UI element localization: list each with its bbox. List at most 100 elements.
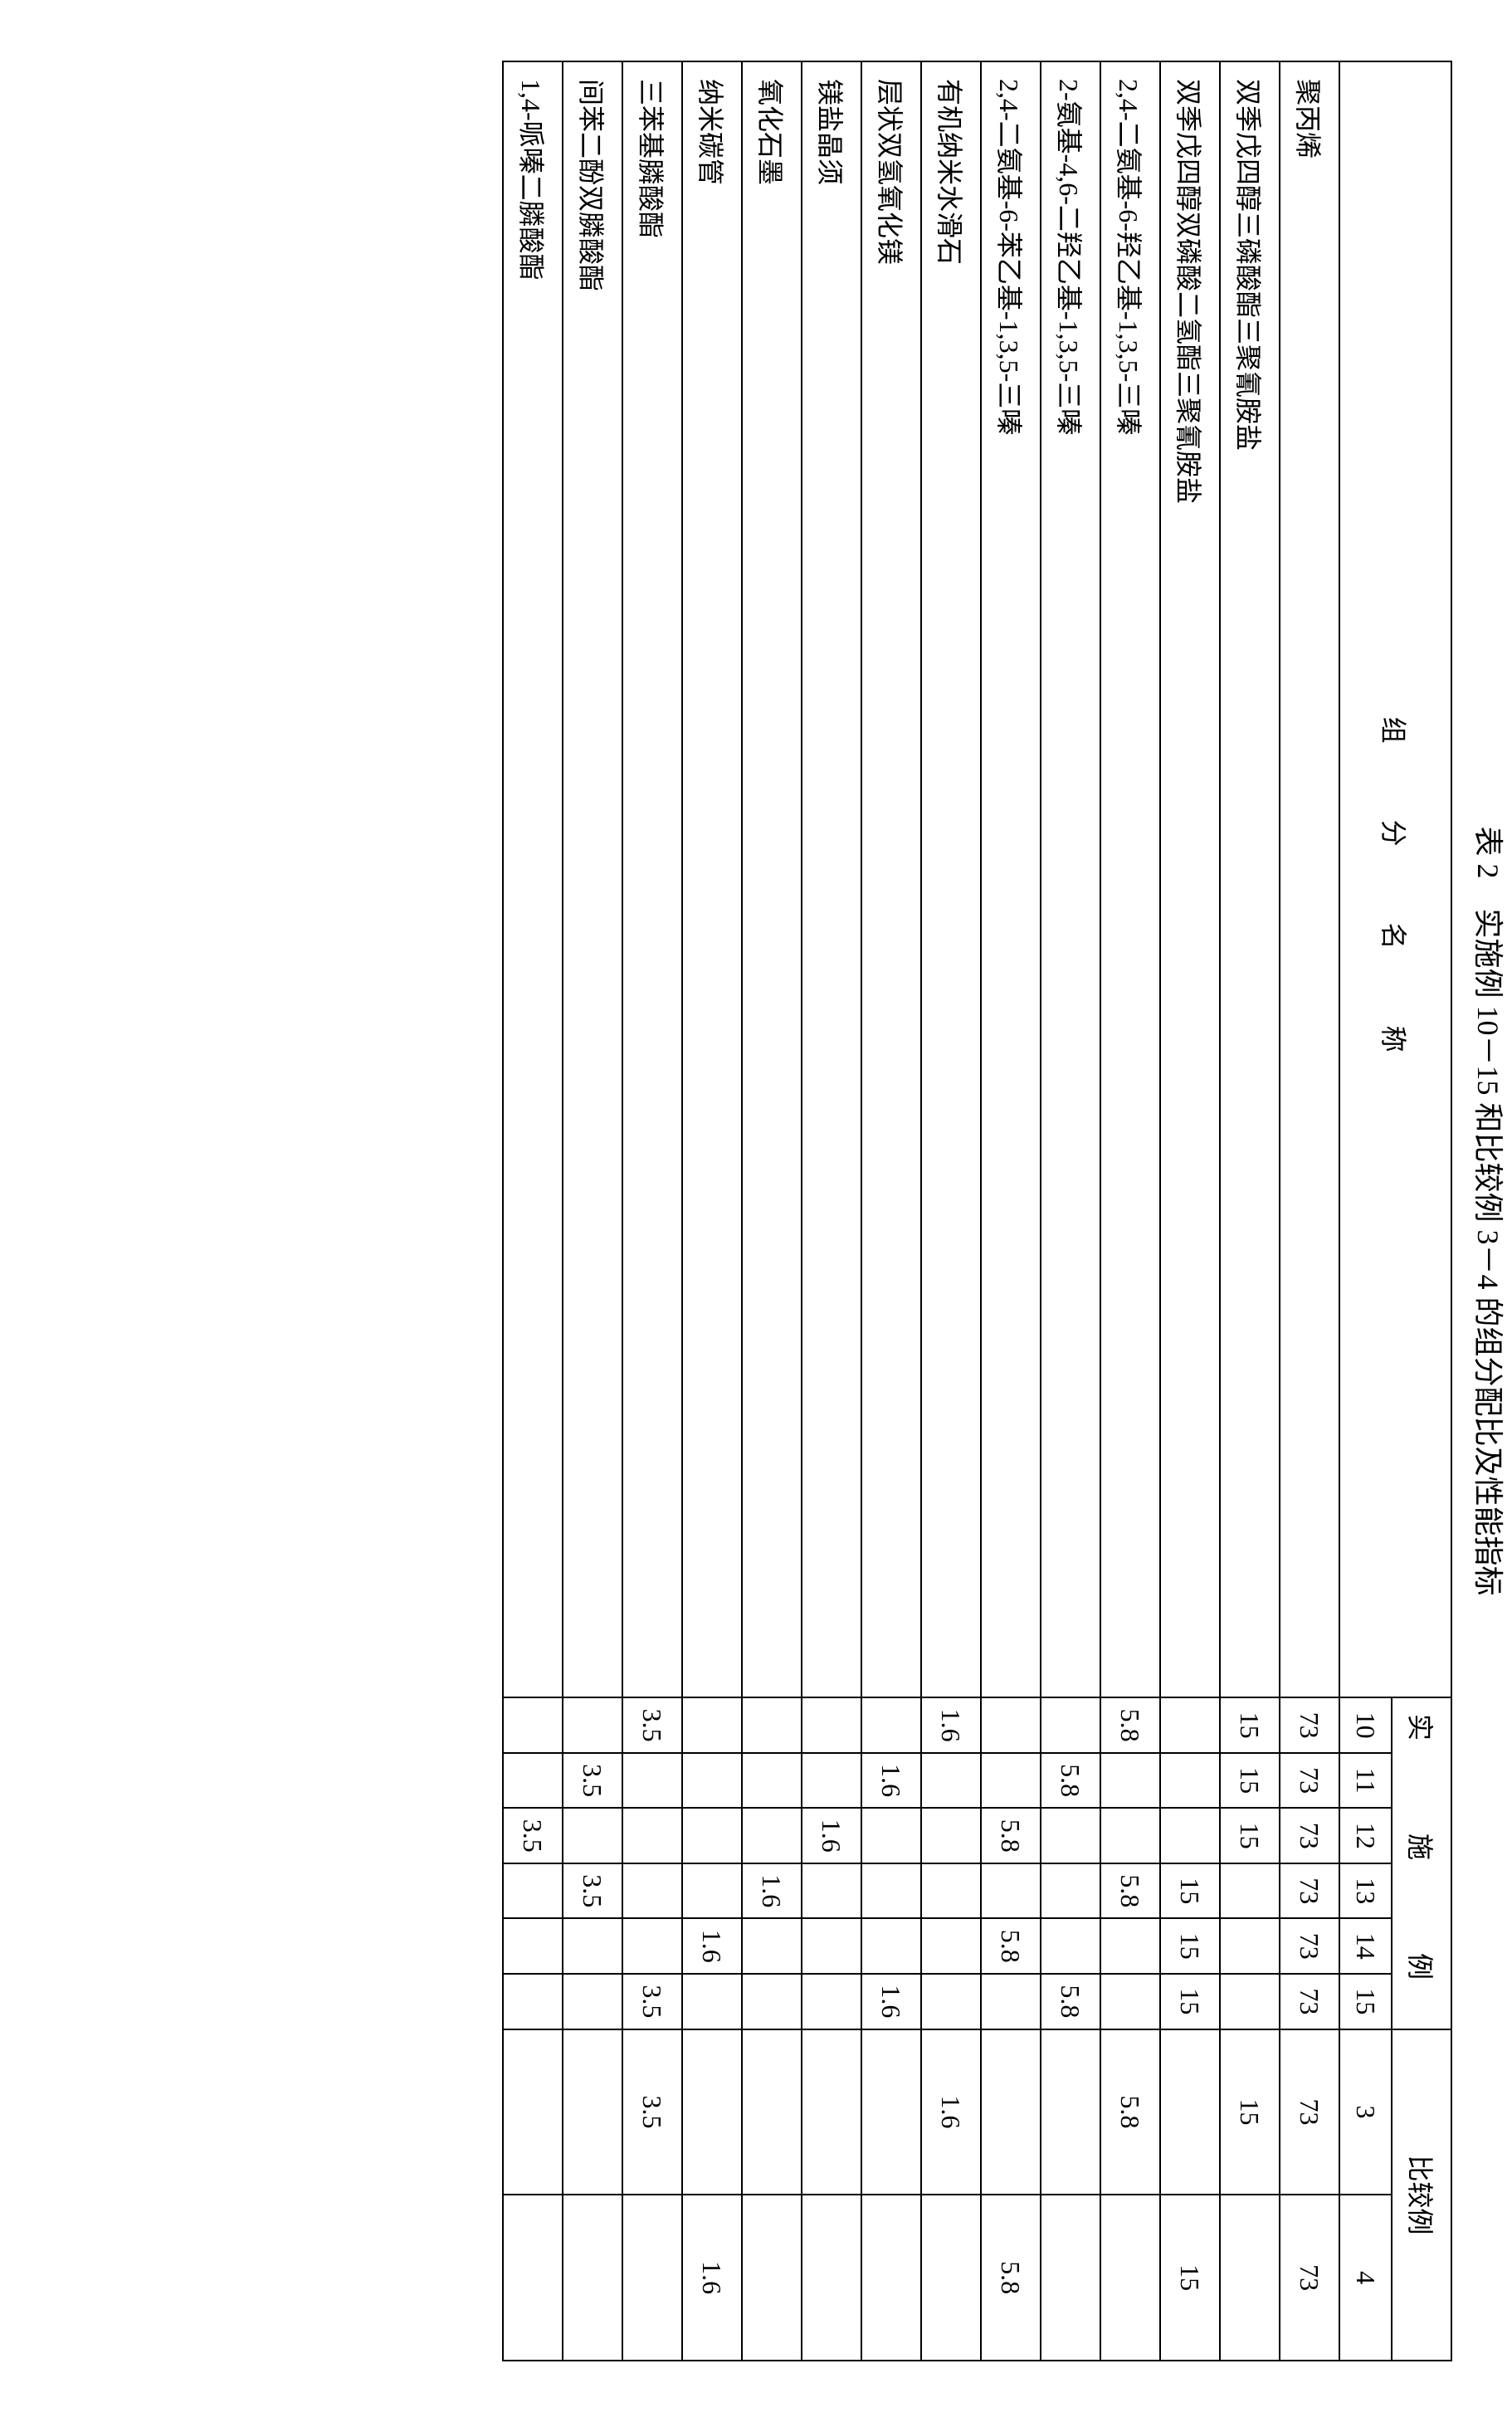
cell-value: 15: [1160, 2195, 1220, 2361]
cell-value: [503, 1863, 563, 1919]
cell-value: 15: [1220, 1697, 1280, 1753]
table-row: 2-氨基-4,6-二羟乙基-1,3,5-三嗪5.85.8: [1041, 61, 1100, 2361]
cell-value: 5.8: [1100, 1697, 1160, 1753]
header-row-1: 组 分 名 称 实 施 例 比较例: [1392, 61, 1451, 2361]
cell-value: [503, 1974, 563, 2029]
cell-value: [563, 1808, 622, 1863]
cell-value: [1100, 1918, 1160, 1974]
cell-value: [622, 2195, 682, 2361]
row-name: 间苯二酚双膦酸酯: [563, 61, 622, 1697]
header-example-group: 实 施 例: [1392, 1697, 1451, 2029]
cell-value: [682, 2029, 742, 2195]
cell-value: [1220, 1863, 1280, 1919]
cell-value: [503, 1918, 563, 1974]
cell-value: [503, 1697, 563, 1753]
cell-value: 73: [1280, 2195, 1339, 2361]
cell-value: [981, 1753, 1041, 1809]
header-col-15: 15: [1339, 1974, 1392, 2029]
cell-value: [861, 1808, 921, 1863]
cell-value: [503, 1753, 563, 1809]
cell-value: [563, 1974, 622, 2029]
cell-value: 5.8: [981, 1808, 1041, 1863]
cell-value: [1100, 1808, 1160, 1863]
cell-value: [682, 1808, 742, 1863]
cell-value: [981, 1697, 1041, 1753]
cell-value: [1100, 1753, 1160, 1809]
cell-value: [1041, 1918, 1100, 1974]
row-name: 1,4-哌嗪二膦酸酯: [503, 61, 563, 1697]
data-table: 组 分 名 称 实 施 例 比较例 10 11 12 13 14 15 3 4 …: [502, 61, 1452, 2361]
cell-value: [921, 1974, 981, 2029]
cell-value: 3.5: [622, 1697, 682, 1753]
row-name: 2,4-二氨基-6-苯乙基-1,3,5-三嗪: [981, 61, 1041, 1697]
cell-value: [1100, 2195, 1160, 2361]
row-name: 聚丙烯: [1280, 61, 1339, 1697]
cell-value: 3.5: [503, 1808, 563, 1863]
cell-value: 15: [1160, 1918, 1220, 1974]
table-row: 2,4-二氨基-6-苯乙基-1,3,5-三嗪 5.8 5.8 5.8: [981, 61, 1041, 2361]
cell-value: [1041, 2029, 1100, 2195]
cell-value: 1.6: [682, 2195, 742, 2361]
cell-value: 15: [1220, 1808, 1280, 1863]
cell-value: [622, 1918, 682, 1974]
cell-value: 5.8: [1041, 1974, 1100, 2029]
table-title: 表 2 实施例 10－15 和比较例 3－4 的组分配比及性能指标: [1469, 0, 1512, 2422]
page-wrapper: 表 2 实施例 10－15 和比较例 3－4 的组分配比及性能指标 组 分 名 …: [0, 0, 1512, 2422]
header-col-10: 10: [1339, 1697, 1392, 1753]
cell-value: [861, 1863, 921, 1919]
cell-value: [563, 2195, 622, 2361]
table-row: 三苯基膦酸酯3.53.53.5: [622, 61, 682, 2361]
cell-value: [1160, 1808, 1220, 1863]
header-comparison-group: 比较例: [1392, 2029, 1451, 2361]
cell-value: [1220, 2195, 1280, 2361]
row-name: 有机纳米水滑石: [921, 61, 981, 1697]
cell-value: 5.8: [981, 2195, 1041, 2361]
table-row: 有机纳米水滑石1.61.6: [921, 61, 981, 2361]
cell-value: 5.8: [1100, 1863, 1160, 1919]
table-row: 双季戊四醇双磷酸二氢酯三聚氰胺盐15151515: [1160, 61, 1220, 2361]
cell-value: 5.8: [981, 1918, 1041, 1974]
cell-value: [981, 1974, 1041, 2029]
cell-value: [1160, 2029, 1220, 2195]
cell-value: [742, 1753, 802, 1809]
table-body: 聚丙烯7373737373737373双季戊四醇三磷酸酯三聚氰胺盐1515151…: [503, 61, 1339, 2361]
cell-value: [921, 1918, 981, 1974]
cell-value: [503, 2195, 563, 2361]
cell-value: 73: [1280, 1974, 1339, 2029]
cell-value: [1160, 1697, 1220, 1753]
table-row: 聚丙烯7373737373737373: [1280, 61, 1339, 2361]
cell-value: [742, 2195, 802, 2361]
cell-value: [742, 1808, 802, 1863]
row-name: 三苯基膦酸酯: [622, 61, 682, 1697]
cell-value: 1.6: [921, 2029, 981, 2195]
table-row: 氧化石墨1.6: [742, 61, 802, 2361]
cell-value: [861, 1697, 921, 1753]
cell-value: [682, 1974, 742, 2029]
row-name: 层状双氢氧化镁: [861, 61, 921, 1697]
cell-value: [921, 1753, 981, 1809]
cell-value: [503, 2029, 563, 2195]
cell-value: [682, 1753, 742, 1809]
cell-value: [742, 2029, 802, 2195]
cell-value: [802, 2195, 861, 2361]
row-name: 2-氨基-4,6-二羟乙基-1,3,5-三嗪: [1041, 61, 1100, 1697]
cell-value: 3.5: [563, 1863, 622, 1919]
header-col-11: 11: [1339, 1753, 1392, 1809]
cell-value: 1.6: [861, 1974, 921, 2029]
row-name: 双季戊四醇三磷酸酯三聚氰胺盐: [1220, 61, 1280, 1697]
cell-value: [802, 1918, 861, 1974]
cell-value: [742, 1974, 802, 2029]
cell-value: 1.6: [682, 1918, 742, 1974]
cell-value: 15: [1220, 2029, 1280, 2195]
header-col-c3: 3: [1339, 2029, 1392, 2195]
cell-value: [802, 1753, 861, 1809]
cell-value: 3.5: [622, 2029, 682, 2195]
cell-value: [742, 1697, 802, 1753]
cell-value: 3.5: [622, 1974, 682, 2029]
table-row: 双季戊四醇三磷酸酯三聚氰胺盐15151515: [1220, 61, 1280, 2361]
cell-value: [1041, 2195, 1100, 2361]
cell-value: [802, 1863, 861, 1919]
cell-value: [682, 1697, 742, 1753]
cell-value: [1220, 1974, 1280, 2029]
cell-value: [1041, 1808, 1100, 1863]
